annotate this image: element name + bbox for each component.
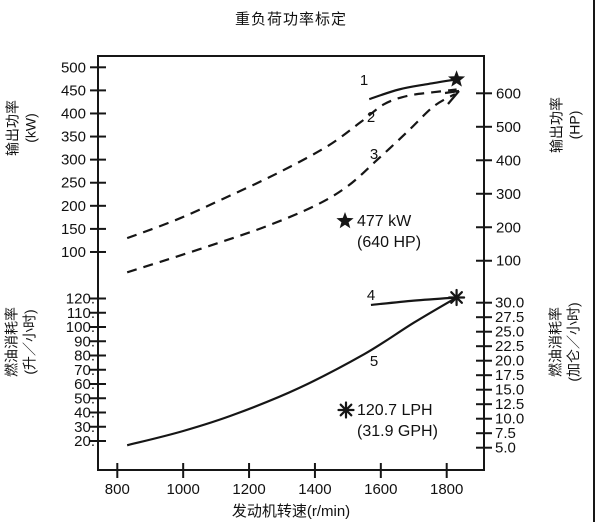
lph-ticks-label: 110. (67, 305, 95, 322)
gph-ticks: 30.027.525.022.520.017.515.012.510.07.55… (476, 295, 524, 457)
lph-ticks-label: 100. (66, 319, 95, 336)
x-tick-label: 1600 (364, 481, 397, 498)
lph-ticks-label: 120. (66, 291, 95, 308)
plot-frame (97, 55, 485, 471)
hp-ticks-label: 100 (496, 253, 521, 270)
gph-ticks-label: 12.5 (495, 396, 524, 413)
gph-ticks-label: 7.5 (495, 425, 516, 442)
gph-ticks-label: 30.0 (495, 295, 524, 312)
curve-1: 1 (360, 70, 466, 101)
annotation-rated-fuel-line2: (31.9 GPH) (357, 423, 438, 440)
star-marker-icon (448, 70, 466, 87)
curve-2: 2 (126, 88, 457, 240)
lph-ticks-label: 40. (74, 405, 95, 422)
curve-5-label: 5 (370, 353, 378, 370)
annotation-rated-fuel-line1: 120.7 LPH (357, 402, 433, 419)
x-ticks: 800 1000 1200 1400 1600 1800 (105, 463, 463, 498)
page-border-line (593, 0, 595, 522)
curve-3: 3 (126, 93, 456, 274)
x-tick-label: 1400 (298, 481, 331, 498)
lph-ticks-label: 70. (74, 362, 95, 379)
hp-ticks-label: 400 (496, 152, 521, 169)
kw-ticks-label: 500 (61, 59, 86, 76)
curve-4-label: 4 (367, 287, 375, 304)
gph-ticks-label: 17.5 (495, 367, 524, 384)
x-tick-label: 1800 (430, 481, 463, 498)
annotation-rated-power-line1: 477 kW (357, 213, 412, 230)
lph-ticks-label: 90. (74, 333, 95, 350)
hp-ticks-label: 300 (496, 186, 521, 203)
x-tick-label: 800 (105, 481, 130, 498)
x-tick-label: 1000 (166, 481, 199, 498)
x-tick-label: 1200 (232, 481, 265, 498)
annotation-rated-fuel: 120.7 LPH (31.9 GPH) (337, 401, 438, 440)
gph-ticks-label: 5.0 (495, 440, 516, 457)
chart-title: 重负荷功率标定 (234, 11, 347, 28)
lph-ticks-label: 80. (74, 348, 95, 365)
curve-4: 4 (367, 287, 457, 307)
dashed-curves-end-arrow (444, 89, 460, 105)
curve-1-label: 1 (360, 72, 368, 89)
hp-ticks-label: 500 (496, 119, 521, 136)
lph-ticks-label: 50. (74, 390, 95, 407)
lph-ticks-label: 60. (74, 376, 95, 393)
hp-ticks-label: 600 (496, 85, 521, 102)
kw-ticks-label: 200 (61, 198, 86, 215)
curve-3-label: 3 (370, 146, 378, 163)
kw-ticks-label: 450 (61, 82, 86, 99)
gph-ticks-label: 25.0 (495, 324, 524, 341)
annotation-rated-power: 477 kW (640 HP) (336, 212, 421, 251)
star-marker-icon (336, 212, 354, 229)
lph-ticks-label: 30. (74, 419, 95, 436)
asterisk-marker-icon (447, 288, 466, 307)
x-axis-title: 发动机转速(r/min) (231, 503, 351, 520)
annotation-rated-power-line2: (640 HP) (357, 234, 421, 251)
hp-ticks: 600 500 400 300 200 100 (476, 85, 521, 270)
gph-ticks-label: 20.0 (495, 353, 524, 370)
gph-ticks-label: 22.5 (495, 338, 524, 355)
kw-ticks: 500 450 400 350 300 250 200 150 100 (61, 59, 106, 261)
kw-ticks-label: 350 (61, 129, 86, 146)
lph-ticks: 120.110.100.90.80.70.60.50.40.30.20. (66, 291, 106, 450)
kw-ticks-label: 300 (61, 152, 86, 169)
hp-ticks-label: 200 (496, 219, 521, 236)
gph-ticks-label: 15.0 (495, 382, 524, 399)
curve-2-label: 2 (367, 109, 375, 126)
gph-ticks-label: 27.5 (495, 309, 524, 326)
curve-5: 5 (126, 288, 466, 447)
kw-ticks-label: 400 (61, 105, 86, 122)
lph-ticks-label: 20. (74, 433, 95, 450)
kw-ticks-label: 100 (61, 244, 86, 261)
asterisk-marker-icon (337, 401, 355, 419)
kw-ticks-label: 250 (61, 175, 86, 192)
gph-ticks-label: 10.0 (495, 411, 524, 428)
kw-ticks-label: 150 (61, 221, 86, 238)
